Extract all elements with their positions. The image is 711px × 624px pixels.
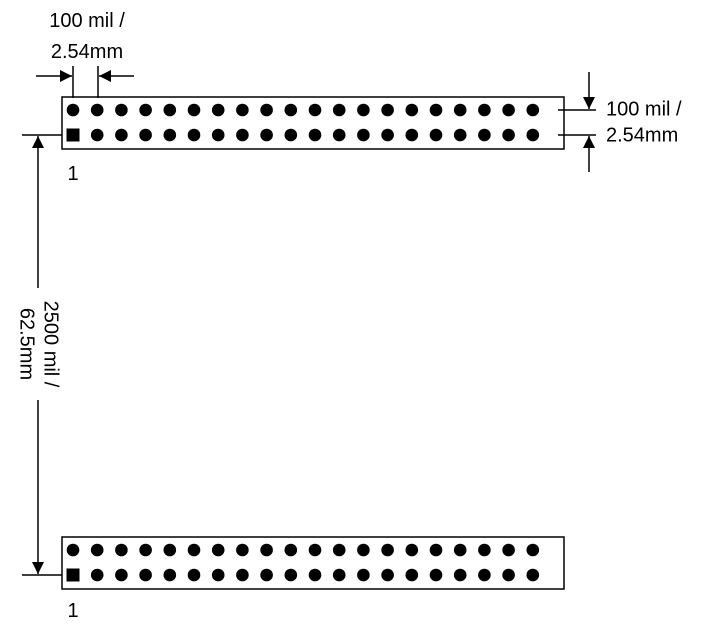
top-header-pin	[139, 128, 152, 142]
top-header-pins	[66, 103, 540, 142]
top-header-outline	[61, 96, 565, 150]
top-header-pin	[211, 128, 225, 142]
top-header-pin	[260, 103, 273, 117]
pitch-horizontal-label-line2: 2.54mm	[51, 41, 123, 63]
bottom-header-outline	[61, 536, 565, 590]
top-header-pin	[66, 103, 80, 117]
bottom-header-pin	[453, 568, 467, 582]
bottom-header-pin	[478, 543, 491, 557]
bottom-header-pin	[236, 568, 249, 582]
pitch-vertical-dimension: 100 mil / 2.54mm	[558, 72, 682, 172]
top-header-pin	[284, 103, 298, 117]
bottom-header-pin	[66, 543, 80, 557]
top-header-pin	[260, 128, 273, 142]
bottom-header-pin	[139, 568, 152, 582]
bottom-header-pin	[381, 568, 394, 582]
bottom-header-pin	[308, 568, 322, 582]
header-separation-dimension: 2500 mil / 62.5mm	[16, 134, 62, 576]
top-header-pin	[502, 103, 515, 117]
top-header-pin	[381, 103, 394, 117]
bottom-header-pin	[308, 543, 322, 557]
bottom-header-pin	[90, 568, 104, 582]
top-header-pin	[115, 103, 128, 117]
bottom-header-pin	[284, 568, 298, 582]
bottom-header-pin	[211, 568, 225, 582]
bottom-header-pin	[90, 543, 104, 557]
top-header-pin	[429, 128, 443, 142]
bottom-header-pin	[115, 543, 128, 557]
top-header-pin	[357, 103, 370, 117]
bottom-header-pin	[526, 568, 540, 582]
bottom-header-pin	[453, 543, 467, 557]
top-header-pin	[453, 103, 467, 117]
top-header-pin	[478, 128, 491, 142]
bottom-header-pin	[478, 568, 491, 582]
top-header: 1	[61, 96, 565, 185]
top-header-pin	[381, 128, 394, 142]
bottom-header-pin	[502, 568, 515, 582]
top-header-pin	[332, 128, 346, 142]
top-header-pin	[405, 103, 419, 117]
top-header-pin1-square	[66, 128, 80, 142]
bottom-header-pin	[429, 543, 443, 557]
top-header-pin	[429, 103, 443, 117]
pitch-vertical-label-line1: 100 mil /	[606, 98, 682, 120]
top-header-pin	[115, 128, 128, 142]
bottom-header-pin	[284, 543, 298, 557]
top-header-pin	[284, 128, 298, 142]
bottom-header-pin	[332, 543, 346, 557]
bottom-header-pin	[236, 543, 249, 557]
top-header-pin	[308, 128, 322, 142]
bottom-header-pin	[163, 568, 177, 582]
bottom-header-pin	[405, 543, 419, 557]
bottom-header-pin1-square	[66, 568, 80, 582]
bottom-header-pin	[405, 568, 419, 582]
bottom-header-pin	[260, 543, 273, 557]
top-header-pin	[357, 128, 370, 142]
top-header-pin	[187, 128, 201, 142]
top-header-pin	[526, 128, 540, 142]
top-header-pin	[139, 103, 152, 117]
bottom-header-pin	[332, 568, 346, 582]
top-header-pin	[163, 103, 177, 117]
top-header-pin	[478, 103, 491, 117]
bottom-header-pin	[526, 543, 540, 557]
pitch-vertical-label-line2: 2.54mm	[606, 124, 678, 146]
top-header-pin	[236, 103, 249, 117]
top-header-pin	[90, 128, 104, 142]
top-header-pin	[405, 128, 419, 142]
bottom-header-pin	[187, 568, 201, 582]
pitch-horizontal-label-line1: 100 mil /	[49, 10, 125, 32]
separation-label-line1: 2500 mil /	[40, 301, 62, 388]
pitch-horizontal-dimension: 100 mil / 2.54mm	[36, 10, 134, 98]
bottom-header-pin	[260, 568, 273, 582]
top-header-pin	[163, 128, 177, 142]
bottom-header: 1	[61, 536, 565, 622]
bottom-header-pin	[381, 543, 394, 557]
top-header-pin	[308, 103, 322, 117]
top-header-pin	[526, 103, 540, 117]
bottom-header-pins	[66, 543, 540, 582]
bottom-header-pin	[357, 568, 370, 582]
top-header-pin	[187, 103, 201, 117]
top-header-pin	[502, 128, 515, 142]
separation-label-line2: 62.5mm	[16, 308, 38, 380]
top-header-pin	[90, 103, 104, 117]
bottom-header-pin	[187, 543, 201, 557]
top-header-pin1-label: 1	[67, 163, 78, 185]
top-header-pin	[211, 103, 225, 117]
bottom-header-pin	[163, 543, 177, 557]
top-header-pin	[453, 128, 467, 142]
bottom-header-pin1-label: 1	[67, 600, 78, 622]
bottom-header-pin	[139, 543, 152, 557]
bottom-header-pin	[429, 568, 443, 582]
top-header-pin	[236, 128, 249, 142]
bottom-header-pin	[115, 568, 128, 582]
bottom-header-pin	[357, 543, 370, 557]
bottom-header-pin	[211, 543, 225, 557]
bottom-header-pin	[502, 543, 515, 557]
top-header-pin	[332, 103, 346, 117]
